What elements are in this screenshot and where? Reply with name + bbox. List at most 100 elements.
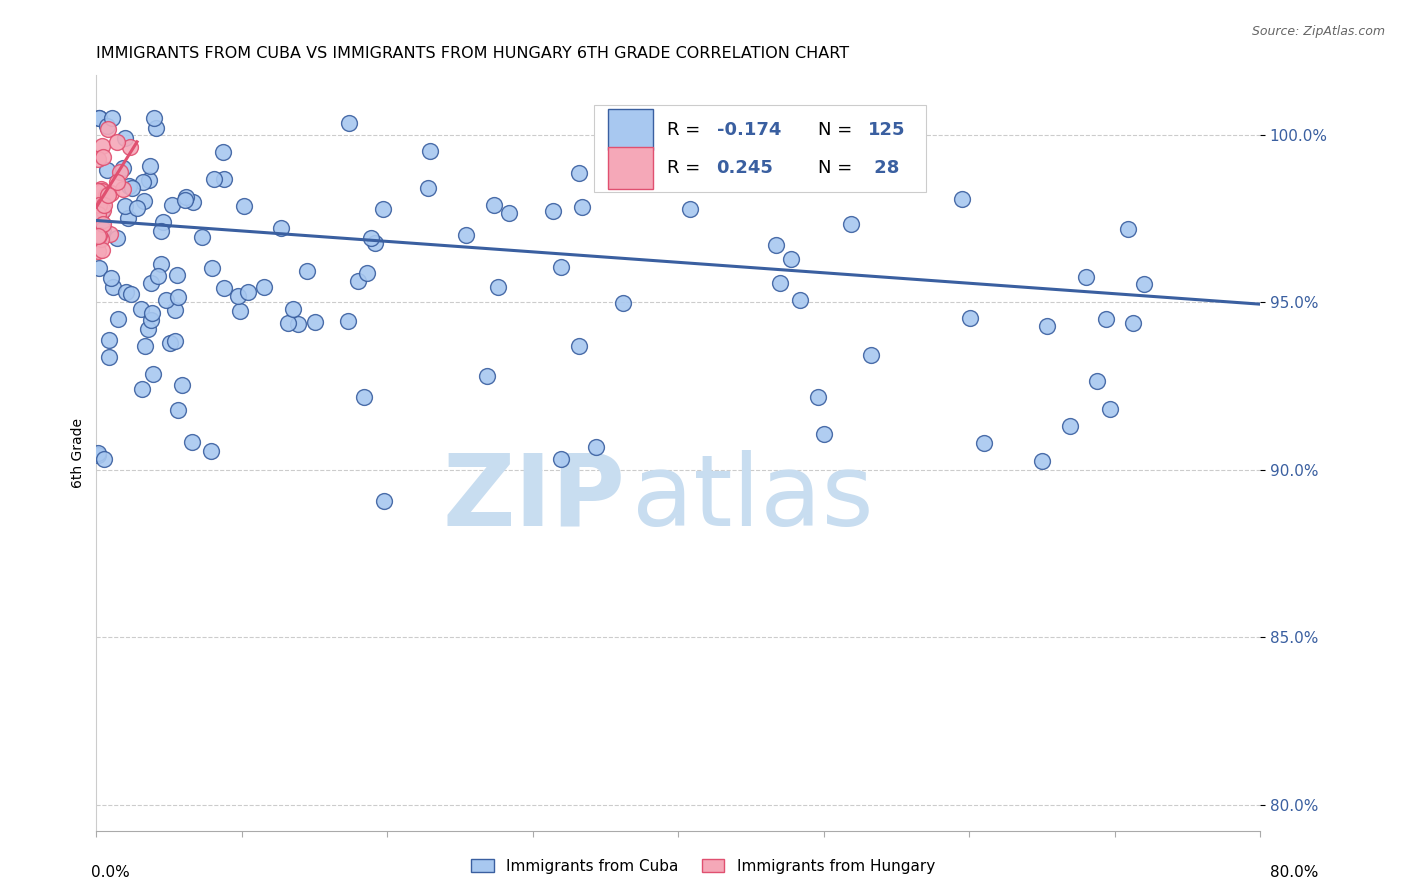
Point bbox=[121, 181, 143, 195]
Point bbox=[87, 446, 110, 460]
Point bbox=[212, 171, 235, 186]
Point bbox=[87, 184, 110, 198]
Text: N =: N = bbox=[818, 159, 858, 177]
Point bbox=[180, 434, 202, 449]
Point bbox=[132, 175, 155, 189]
Point bbox=[90, 228, 112, 243]
Point bbox=[145, 121, 167, 136]
Point bbox=[166, 402, 188, 417]
Legend: Immigrants from Cuba, Immigrants from Hungary: Immigrants from Cuba, Immigrants from Hu… bbox=[465, 853, 941, 880]
Point bbox=[238, 285, 260, 299]
Point bbox=[127, 201, 149, 215]
Point bbox=[105, 231, 128, 245]
Point bbox=[585, 440, 607, 454]
Point bbox=[100, 271, 122, 285]
Point bbox=[839, 217, 862, 231]
Point bbox=[90, 243, 112, 257]
Point bbox=[173, 193, 195, 207]
Point bbox=[87, 229, 110, 244]
Point bbox=[360, 231, 382, 245]
Point bbox=[87, 191, 110, 205]
Text: IMMIGRANTS FROM CUBA VS IMMIGRANTS FROM HUNGARY 6TH GRADE CORRELATION CHART: IMMIGRANTS FROM CUBA VS IMMIGRANTS FROM … bbox=[97, 46, 849, 62]
Point bbox=[118, 178, 141, 193]
Point bbox=[679, 202, 702, 216]
Point bbox=[202, 171, 225, 186]
Point bbox=[90, 206, 112, 220]
Text: atlas: atlas bbox=[631, 450, 873, 547]
Point bbox=[498, 206, 520, 220]
Point bbox=[134, 339, 156, 353]
Point bbox=[114, 130, 136, 145]
FancyBboxPatch shape bbox=[609, 147, 652, 188]
Point bbox=[1094, 311, 1116, 326]
Point bbox=[89, 261, 111, 276]
Point bbox=[96, 187, 118, 202]
Point bbox=[98, 227, 121, 242]
Text: -0.174: -0.174 bbox=[717, 120, 780, 138]
Point bbox=[486, 280, 509, 294]
Text: 125: 125 bbox=[868, 120, 905, 138]
Point bbox=[950, 192, 973, 206]
Point bbox=[416, 181, 439, 195]
Point bbox=[789, 293, 811, 308]
Point bbox=[132, 194, 155, 208]
Point bbox=[813, 426, 835, 441]
Point bbox=[1116, 222, 1139, 236]
Point bbox=[1133, 277, 1156, 291]
Point bbox=[87, 233, 110, 247]
Point bbox=[141, 305, 163, 319]
Point bbox=[139, 276, 162, 290]
Point bbox=[817, 154, 839, 169]
Point bbox=[1085, 374, 1108, 388]
Point bbox=[1031, 454, 1053, 468]
Point bbox=[139, 159, 162, 173]
Point bbox=[174, 189, 197, 203]
Point bbox=[87, 448, 110, 462]
Point bbox=[229, 304, 252, 318]
FancyBboxPatch shape bbox=[609, 109, 652, 150]
Text: ZIP: ZIP bbox=[443, 450, 626, 547]
Point bbox=[353, 390, 375, 404]
Point bbox=[149, 224, 172, 238]
Point bbox=[281, 301, 304, 316]
Point bbox=[91, 203, 114, 218]
Point bbox=[91, 222, 114, 236]
Point bbox=[100, 186, 122, 200]
Point bbox=[191, 230, 214, 244]
Point bbox=[295, 263, 318, 277]
Point bbox=[568, 339, 591, 353]
Point bbox=[170, 378, 193, 392]
Point bbox=[139, 312, 162, 326]
Point bbox=[364, 235, 387, 250]
Point bbox=[90, 232, 112, 246]
Point bbox=[91, 184, 114, 198]
Point bbox=[91, 150, 114, 164]
Point bbox=[200, 443, 222, 458]
Point bbox=[98, 333, 121, 347]
Point bbox=[115, 285, 138, 299]
Point bbox=[91, 139, 114, 153]
Point bbox=[765, 238, 787, 252]
Point bbox=[859, 348, 882, 362]
Point bbox=[87, 153, 110, 167]
Point bbox=[373, 494, 395, 508]
Point bbox=[212, 281, 235, 295]
Point bbox=[118, 139, 141, 153]
Point bbox=[571, 200, 593, 214]
Point bbox=[90, 182, 112, 196]
Point bbox=[1036, 319, 1059, 334]
Point bbox=[228, 289, 250, 303]
Text: 80.0%: 80.0% bbox=[1271, 865, 1319, 880]
Point bbox=[233, 199, 256, 213]
Point bbox=[87, 206, 110, 220]
Point bbox=[100, 112, 122, 126]
Point bbox=[105, 135, 128, 149]
Point bbox=[97, 122, 120, 136]
Point bbox=[117, 211, 139, 225]
Point bbox=[103, 279, 125, 293]
Point bbox=[98, 351, 121, 365]
Point bbox=[96, 163, 118, 178]
Y-axis label: 6th Grade: 6th Grade bbox=[72, 418, 86, 488]
Point bbox=[93, 452, 115, 467]
Point bbox=[1099, 401, 1122, 416]
